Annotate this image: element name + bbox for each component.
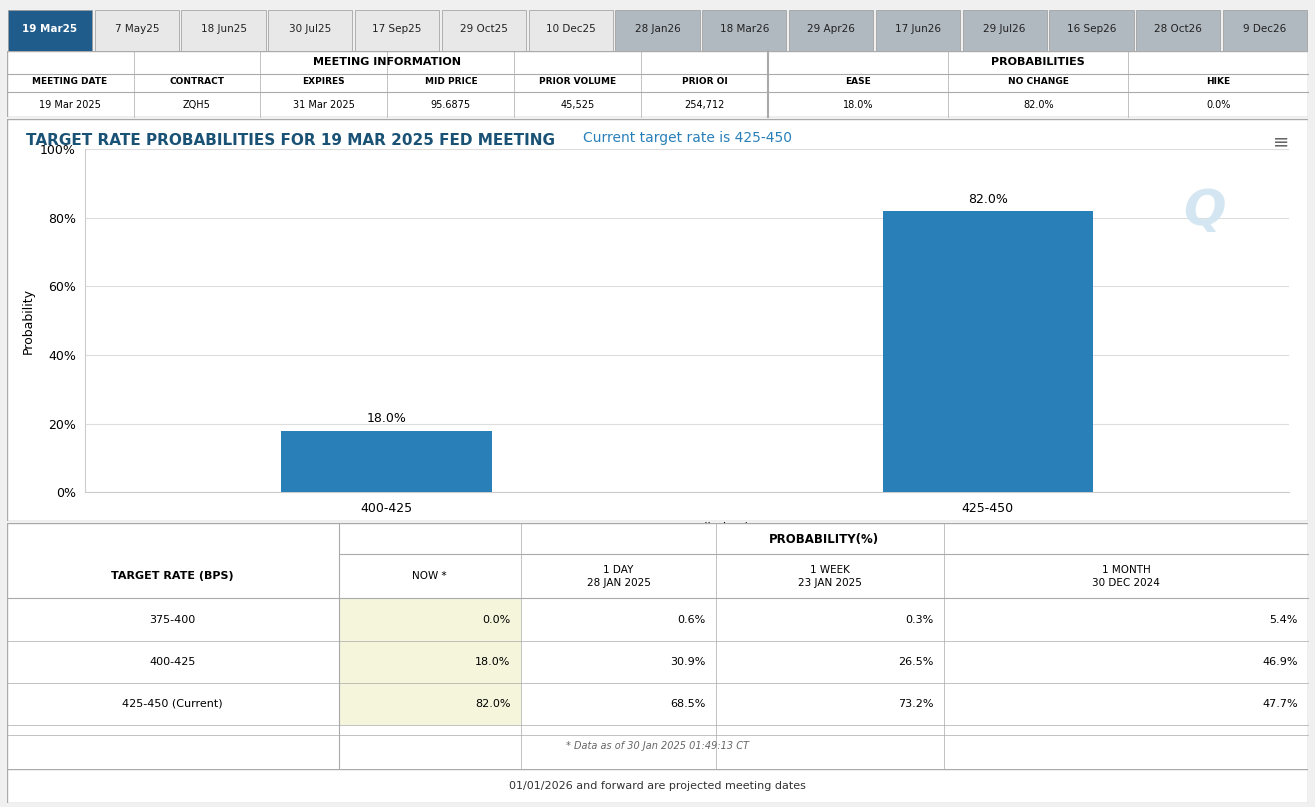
Text: HIKE: HIKE (1206, 77, 1231, 86)
Text: 68.5%: 68.5% (671, 699, 706, 709)
Text: 47.7%: 47.7% (1262, 699, 1298, 709)
Text: 26.5%: 26.5% (898, 657, 934, 667)
Text: 28 Oct26: 28 Oct26 (1155, 23, 1202, 34)
Text: 29 Apr26: 29 Apr26 (807, 23, 855, 34)
Text: 254,712: 254,712 (685, 100, 725, 110)
Text: 18 Mar26: 18 Mar26 (719, 23, 769, 34)
FancyBboxPatch shape (268, 10, 352, 51)
Text: TARGET RATE PROBABILITIES FOR 19 MAR 2025 FED MEETING: TARGET RATE PROBABILITIES FOR 19 MAR 202… (26, 132, 555, 148)
FancyBboxPatch shape (8, 10, 92, 51)
FancyBboxPatch shape (338, 641, 521, 683)
Text: 7 May25: 7 May25 (114, 23, 159, 34)
FancyBboxPatch shape (1049, 10, 1134, 51)
Text: MEETING INFORMATION: MEETING INFORMATION (313, 57, 462, 67)
FancyBboxPatch shape (1136, 10, 1220, 51)
Text: 19 Mar 2025: 19 Mar 2025 (39, 100, 101, 110)
FancyBboxPatch shape (7, 523, 1308, 771)
Text: TARGET RATE (BPS): TARGET RATE (BPS) (112, 571, 234, 581)
Text: 82.0%: 82.0% (968, 193, 1007, 206)
Text: 16 Sep26: 16 Sep26 (1066, 23, 1116, 34)
Text: PRIOR OI: PRIOR OI (681, 77, 727, 86)
Text: 10 Dec25: 10 Dec25 (546, 23, 596, 34)
Text: MID PRICE: MID PRICE (425, 77, 477, 86)
Text: 19 Mar25: 19 Mar25 (22, 23, 78, 34)
Text: 9 Dec26: 9 Dec26 (1244, 23, 1286, 34)
Text: 01/01/2026 and forward are projected meeting dates: 01/01/2026 and forward are projected mee… (509, 781, 806, 791)
FancyBboxPatch shape (1223, 10, 1307, 51)
Text: 30.9%: 30.9% (671, 657, 706, 667)
FancyBboxPatch shape (7, 51, 1308, 117)
Text: 45,525: 45,525 (560, 100, 594, 110)
Text: 0.6%: 0.6% (677, 615, 706, 625)
Text: 0.3%: 0.3% (905, 615, 934, 625)
Text: * Data as of 30 Jan 2025 01:49:13 CT: * Data as of 30 Jan 2025 01:49:13 CT (565, 741, 750, 751)
Text: 17 Jun26: 17 Jun26 (896, 23, 940, 34)
Text: MEETING DATE: MEETING DATE (33, 77, 108, 86)
FancyBboxPatch shape (702, 10, 786, 51)
Text: EXPIRES: EXPIRES (302, 77, 346, 86)
Text: PROBABILITY(%): PROBABILITY(%) (768, 533, 878, 546)
Text: 29 Oct25: 29 Oct25 (460, 23, 508, 34)
Text: 375-400: 375-400 (150, 615, 196, 625)
Text: ZQH5: ZQH5 (183, 100, 210, 110)
Y-axis label: Probability: Probability (21, 288, 34, 353)
Text: PRIOR VOLUME: PRIOR VOLUME (539, 77, 617, 86)
Text: 82.0%: 82.0% (1023, 100, 1053, 110)
FancyBboxPatch shape (181, 10, 266, 51)
Text: 29 Jul26: 29 Jul26 (984, 23, 1026, 34)
Text: 82.0%: 82.0% (475, 699, 510, 709)
FancyBboxPatch shape (876, 10, 960, 51)
Text: NO CHANGE: NO CHANGE (1007, 77, 1069, 86)
Text: 46.9%: 46.9% (1262, 657, 1298, 667)
Text: 17 Sep25: 17 Sep25 (372, 23, 422, 34)
Text: 0.0%: 0.0% (1206, 100, 1231, 110)
FancyBboxPatch shape (529, 10, 613, 51)
Text: NOW *: NOW * (413, 571, 447, 581)
FancyBboxPatch shape (7, 769, 1308, 803)
Text: Q: Q (1184, 187, 1226, 235)
Bar (882, 211, 1093, 492)
FancyBboxPatch shape (7, 119, 1308, 521)
Title: Current target rate is 425-450: Current target rate is 425-450 (583, 132, 792, 145)
Text: EASE: EASE (846, 77, 871, 86)
FancyBboxPatch shape (355, 10, 439, 51)
Text: 18.0%: 18.0% (367, 412, 406, 425)
Text: 95.6875: 95.6875 (431, 100, 471, 110)
FancyBboxPatch shape (338, 683, 521, 725)
Text: PROBABILITIES: PROBABILITIES (992, 57, 1085, 67)
X-axis label: Target Rate (in bps): Target Rate (in bps) (625, 522, 750, 535)
Text: 1 WEEK
23 JAN 2025: 1 WEEK 23 JAN 2025 (798, 565, 861, 587)
Text: 0.0%: 0.0% (483, 615, 510, 625)
Text: 1 MONTH
30 DEC 2024: 1 MONTH 30 DEC 2024 (1093, 565, 1160, 587)
FancyBboxPatch shape (338, 599, 521, 641)
Text: 18 Jun25: 18 Jun25 (201, 23, 246, 34)
Text: 73.2%: 73.2% (898, 699, 934, 709)
Text: 18.0%: 18.0% (843, 100, 873, 110)
Text: 1 DAY
28 JAN 2025: 1 DAY 28 JAN 2025 (586, 565, 651, 587)
FancyBboxPatch shape (615, 10, 700, 51)
FancyBboxPatch shape (95, 10, 179, 51)
Text: 31 Mar 2025: 31 Mar 2025 (293, 100, 355, 110)
Text: 28 Jan26: 28 Jan26 (635, 23, 680, 34)
FancyBboxPatch shape (442, 10, 526, 51)
Text: 18.0%: 18.0% (475, 657, 510, 667)
Text: 425-450 (Current): 425-450 (Current) (122, 699, 222, 709)
Text: 30 Jul25: 30 Jul25 (289, 23, 331, 34)
Text: ≡: ≡ (1273, 132, 1289, 152)
Text: 400-425: 400-425 (150, 657, 196, 667)
FancyBboxPatch shape (789, 10, 873, 51)
Text: 5.4%: 5.4% (1270, 615, 1298, 625)
Bar (281, 431, 492, 492)
Text: CONTRACT: CONTRACT (170, 77, 225, 86)
FancyBboxPatch shape (963, 10, 1047, 51)
